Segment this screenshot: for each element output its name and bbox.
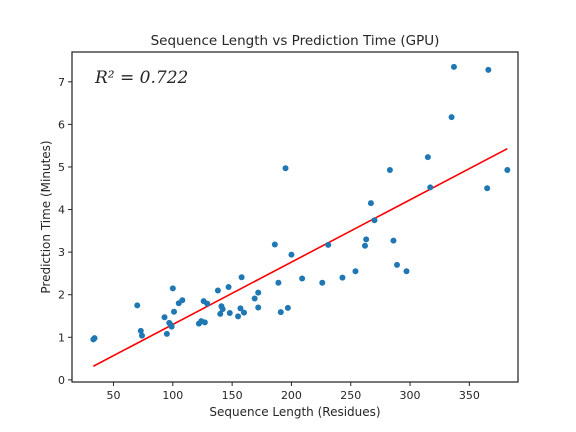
- data-point: [235, 313, 242, 320]
- y-axis-label: Prediction Time (Minutes): [39, 140, 53, 293]
- y-tick-label: 3: [58, 246, 65, 259]
- data-point: [424, 154, 431, 161]
- data-point: [394, 261, 401, 268]
- x-axis-ticks: 50 100 150 200 250 300 350: [107, 382, 480, 402]
- data-point: [219, 306, 226, 313]
- plot-area-frame: [71, 51, 519, 383]
- data-point: [138, 332, 145, 339]
- data-point: [168, 323, 175, 330]
- x-tick-label: 100: [162, 389, 183, 402]
- y-tick-label: 6: [58, 118, 65, 131]
- x-tick-label: 300: [400, 389, 421, 402]
- y-tick-label: 0: [58, 374, 65, 387]
- y-tick-label: 4: [58, 204, 65, 217]
- data-point: [367, 200, 374, 207]
- y-tick-label: 1: [58, 331, 65, 344]
- r-squared-annotation: R² = 0.722: [94, 68, 188, 88]
- data-point: [403, 268, 410, 275]
- regression-line: [92, 147, 508, 367]
- data-point: [275, 279, 282, 286]
- data-point: [238, 274, 245, 281]
- x-tick-label: 50: [107, 389, 121, 402]
- data-point: [277, 309, 284, 316]
- data-point: [363, 236, 370, 243]
- data-point: [161, 314, 168, 321]
- data-point: [226, 310, 233, 317]
- data-point: [251, 295, 258, 302]
- x-axis-label: Sequence Length (Residues): [209, 405, 380, 419]
- data-point: [427, 184, 434, 191]
- data-point: [484, 185, 491, 192]
- x-tick-label: 150: [222, 389, 243, 402]
- data-point: [271, 241, 278, 248]
- data-point: [371, 217, 378, 224]
- data-point: [255, 289, 262, 296]
- y-tick-label: 2: [58, 289, 65, 302]
- x-tick-label: 250: [340, 389, 361, 402]
- data-point: [361, 242, 368, 249]
- data-point: [325, 241, 332, 248]
- data-point: [299, 275, 306, 282]
- data-point: [217, 310, 224, 317]
- data-point: [240, 309, 247, 316]
- fit-line-layer: [92, 147, 508, 367]
- data-point: [137, 327, 144, 334]
- data-point: [201, 319, 208, 326]
- data-point: [91, 335, 98, 342]
- data-point: [163, 330, 170, 337]
- data-point: [134, 302, 141, 309]
- x-tick-label: 350: [459, 389, 480, 402]
- data-point: [225, 284, 232, 291]
- data-point: [339, 274, 346, 281]
- data-point: [288, 251, 295, 258]
- data-point: [352, 268, 359, 275]
- data-point: [255, 304, 262, 311]
- y-axis-ticks: 0 1 2 3 4 5 6 7: [58, 76, 72, 387]
- data-point: [171, 308, 178, 315]
- x-tick-label: 200: [281, 389, 302, 402]
- data-point: [214, 287, 221, 294]
- data-point: [284, 304, 291, 311]
- data-point: [282, 165, 289, 172]
- data-point: [204, 300, 211, 307]
- data-point: [448, 114, 455, 121]
- data-point: [237, 305, 244, 312]
- data-point: [169, 285, 176, 292]
- data-point: [485, 66, 492, 73]
- data-point: [450, 63, 457, 70]
- data-point: [390, 237, 397, 244]
- chart-title: Sequence Length vs Prediction Time (GPU): [151, 33, 440, 49]
- data-point: [319, 279, 326, 286]
- data-point: [179, 297, 186, 304]
- y-tick-label: 5: [58, 161, 65, 174]
- data-point: [386, 166, 393, 173]
- y-tick-label: 7: [58, 76, 65, 89]
- data-points: [90, 63, 511, 343]
- data-point: [504, 166, 511, 173]
